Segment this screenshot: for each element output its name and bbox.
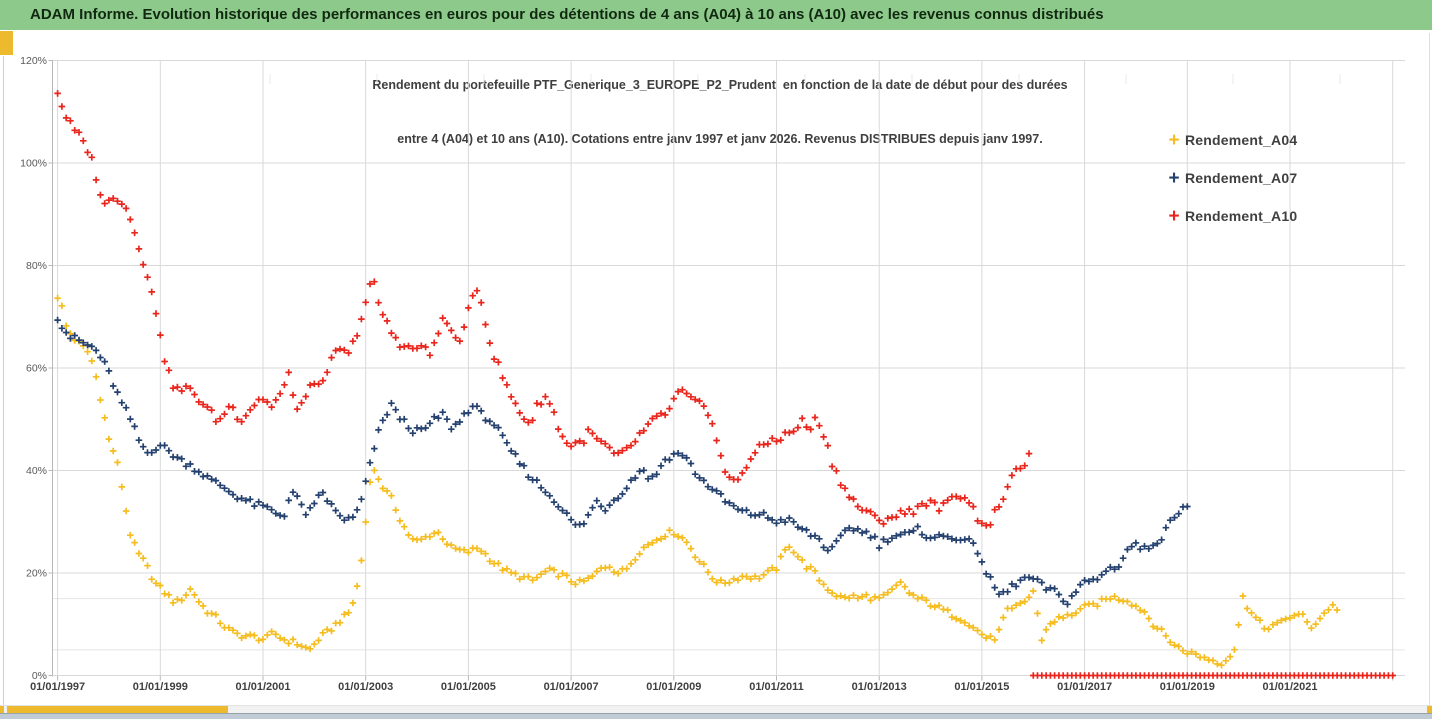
- legend-item-a10[interactable]: + Rendement_A10: [1163, 197, 1297, 235]
- page-title: ADAM Informe. Evolution historique des p…: [30, 6, 1104, 23]
- y-axis-label: 80%: [26, 260, 47, 272]
- y-axis-label: 100%: [20, 158, 47, 170]
- y-axis-label: 20%: [26, 568, 47, 580]
- sheet-left-border: [3, 56, 4, 705]
- plus-marker-icon: +: [1168, 129, 1180, 151]
- yellow-accent-sliver: [1427, 706, 1432, 713]
- bottom-divider-line: [0, 713, 1432, 714]
- chart-bottom-border: [0, 705, 1432, 706]
- x-axis-label: 01/01/2013: [852, 681, 907, 693]
- x-axis-label: 01/01/2007: [544, 681, 599, 693]
- yellow-accent-bar: [7, 706, 228, 713]
- y-axis-label: 60%: [26, 363, 47, 375]
- legend-item-a04[interactable]: + Rendement_A04: [1163, 121, 1297, 159]
- y-axis-label: 40%: [26, 465, 47, 477]
- series-points-rendement_a04: [54, 294, 1341, 669]
- series-points-rendement_a07: [54, 316, 1191, 608]
- chart-title-line1: Rendement du portefeuille PTF_Generique_…: [372, 78, 1068, 92]
- chart-legend: + Rendement_A04 + Rendement_A07 + Rendem…: [1163, 121, 1297, 235]
- x-axis-label: 01/01/1997: [30, 681, 85, 693]
- x-axis-label: 01/01/2003: [338, 681, 393, 693]
- x-axis-label: 01/01/2021: [1262, 681, 1317, 693]
- x-axis-label: 01/01/1999: [133, 681, 188, 693]
- y-axis-label: 0%: [32, 670, 47, 682]
- x-axis-label: 01/01/2005: [441, 681, 496, 693]
- y-axis-label: 120%: [20, 55, 47, 67]
- legend-label: Rendement_A07: [1185, 170, 1298, 186]
- chart-right-border: [1429, 33, 1430, 705]
- x-axis-label: 01/01/2001: [235, 681, 290, 693]
- x-axis-label: 01/01/2011: [749, 681, 803, 693]
- x-axis-label: 01/01/2015: [954, 681, 1009, 693]
- x-axis-label: 01/01/2019: [1160, 681, 1215, 693]
- yellow-accent-square: [0, 706, 4, 713]
- x-axis-label: 01/01/2017: [1057, 681, 1112, 693]
- bottom-strip: [0, 714, 1432, 719]
- plus-marker-icon: +: [1168, 205, 1180, 227]
- legend-label: Rendement_A10: [1185, 208, 1298, 224]
- x-axis-label: 01/01/2009: [646, 681, 701, 693]
- series-points-rendement_a10: [54, 90, 1396, 679]
- plus-marker-icon: +: [1168, 167, 1180, 189]
- header-bar: ADAM Informe. Evolution historique des p…: [0, 0, 1432, 30]
- legend-item-a07[interactable]: + Rendement_A07: [1163, 159, 1297, 197]
- bottom-zone: [0, 706, 1432, 713]
- yellow-accent-tab: [0, 31, 13, 55]
- legend-label: Rendement_A04: [1185, 132, 1298, 148]
